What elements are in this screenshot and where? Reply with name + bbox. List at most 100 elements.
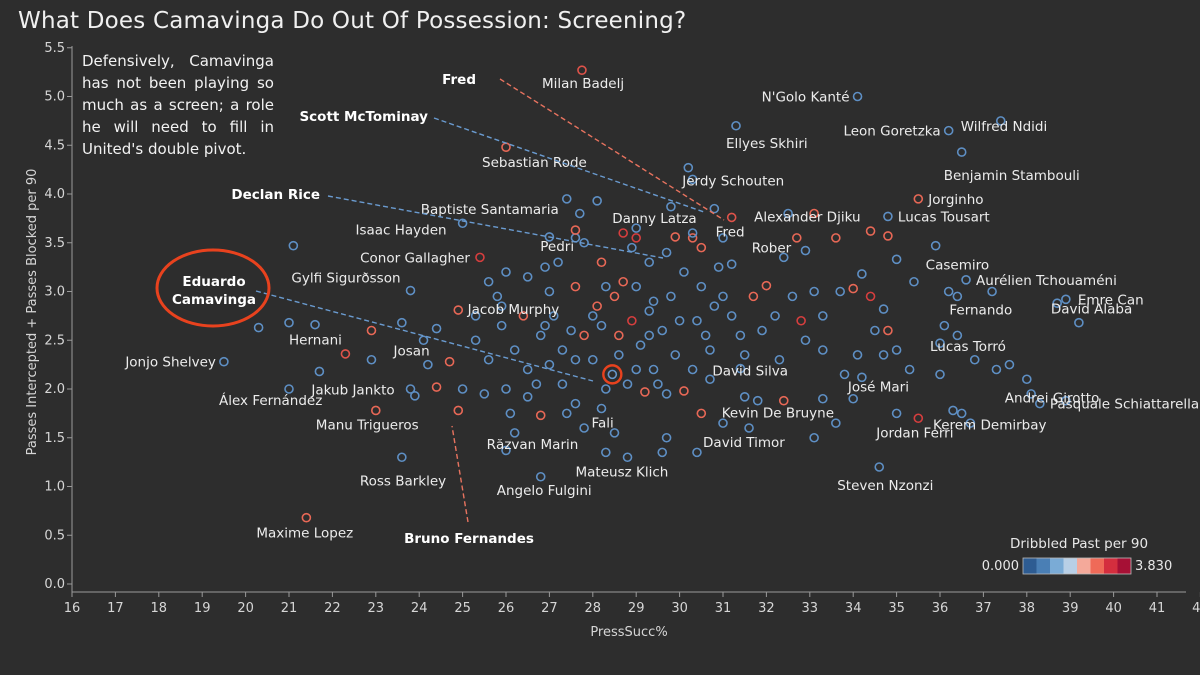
callout-leader xyxy=(327,195,664,259)
data-point xyxy=(778,395,789,406)
y-tick-label: 5.0 xyxy=(44,90,65,105)
data-point xyxy=(731,120,741,131)
data-point xyxy=(718,291,728,302)
x-tick-label: 31 xyxy=(715,601,732,616)
data-point xyxy=(718,233,728,243)
data-point xyxy=(544,286,555,297)
data-point xyxy=(644,257,655,268)
point-label: Jorginho xyxy=(927,192,983,208)
callout-label: Eduardo Camavinga xyxy=(172,274,256,308)
data-point xyxy=(800,335,811,346)
data-point xyxy=(935,338,945,348)
legend-frame xyxy=(1022,557,1132,575)
legend-swatch xyxy=(1036,558,1050,574)
data-point xyxy=(405,384,416,394)
data-point xyxy=(839,369,850,380)
callout-label-line: Camavinga xyxy=(172,292,256,308)
data-point xyxy=(726,259,737,270)
data-point xyxy=(579,330,589,341)
data-point xyxy=(483,354,494,365)
data-point xyxy=(991,364,1002,375)
point-label: Hernani xyxy=(289,333,342,349)
point-label: Rober xyxy=(752,240,792,256)
y-tick-label: 5.5 xyxy=(44,41,65,56)
point-label: Mateusz Klich xyxy=(576,464,669,480)
data-point xyxy=(783,208,793,219)
data-point xyxy=(596,257,607,268)
point-label: Conor Gallagher xyxy=(360,250,470,266)
callout-leader xyxy=(451,425,469,523)
data-point xyxy=(522,391,533,402)
data-point xyxy=(253,322,264,333)
data-point xyxy=(735,330,746,341)
x-tick-label: 29 xyxy=(628,601,645,616)
data-point xyxy=(661,247,672,258)
data-point xyxy=(1061,395,1071,406)
data-point xyxy=(657,325,668,336)
data-point xyxy=(939,320,950,331)
y-tick-label: 1.0 xyxy=(44,480,65,495)
data-point xyxy=(726,311,737,321)
data-point xyxy=(470,335,481,346)
data-point xyxy=(314,366,325,377)
data-point xyxy=(431,323,442,334)
data-point xyxy=(483,276,494,287)
data-point xyxy=(791,233,802,243)
point-label: Pedri xyxy=(540,239,574,255)
data-point xyxy=(509,428,520,438)
x-tick-label: 20 xyxy=(237,601,254,616)
callout-leader xyxy=(255,290,594,382)
point-label: Manu Trigueros xyxy=(316,417,419,433)
data-point xyxy=(644,330,655,341)
data-point xyxy=(1035,398,1045,409)
point-label: Andrei Girotto xyxy=(1005,390,1100,406)
x-tick-label: 40 xyxy=(1105,601,1122,616)
data-point xyxy=(522,364,533,375)
data-point xyxy=(692,315,702,326)
data-point xyxy=(857,372,867,383)
x-axis-label: PressSucc% xyxy=(590,625,667,640)
data-point xyxy=(952,291,963,302)
data-point xyxy=(995,116,1006,126)
data-point xyxy=(470,311,481,321)
x-tick-label: 30 xyxy=(671,601,688,616)
data-point xyxy=(535,471,546,482)
data-point xyxy=(848,283,859,294)
data-point xyxy=(284,384,294,394)
data-point xyxy=(574,208,585,219)
data-point xyxy=(874,462,885,472)
x-tick-label: 35 xyxy=(888,601,905,616)
data-point xyxy=(661,389,672,399)
data-point xyxy=(683,162,694,173)
point-label: Sebastian Rode xyxy=(482,155,587,171)
data-point xyxy=(796,315,806,326)
point-label: Emre Can xyxy=(1078,292,1144,308)
callout-label-line: Declan Rice xyxy=(231,187,320,203)
highlight-ring xyxy=(602,364,623,385)
data-point xyxy=(640,387,650,397)
data-point xyxy=(657,447,668,458)
data-point xyxy=(570,281,581,292)
data-point xyxy=(618,276,628,287)
data-point xyxy=(761,280,772,291)
data-point xyxy=(492,291,503,302)
x-tick-label: 23 xyxy=(368,601,385,616)
legend-max-label: 3.830 xyxy=(1135,559,1172,574)
y-axis-label: Passes Intercepted + Passes Blocked per … xyxy=(25,169,40,456)
data-point xyxy=(561,408,572,419)
x-tick-label: 21 xyxy=(281,601,298,616)
data-point xyxy=(1052,298,1062,309)
data-point xyxy=(961,274,971,285)
x-tick-label: 36 xyxy=(932,601,949,616)
data-point xyxy=(913,413,924,424)
point-label: Jordan Ferri xyxy=(875,425,953,441)
data-point xyxy=(891,408,902,419)
data-point xyxy=(501,267,511,277)
legend-swatch xyxy=(1117,558,1131,574)
point-label: Maxime Lopez xyxy=(256,526,353,542)
y-tick-label: 0.0 xyxy=(44,577,65,592)
color-legend: 0.000 3.830 xyxy=(982,557,1172,575)
data-point xyxy=(301,512,312,523)
data-point xyxy=(696,281,707,292)
legend-title: Dribbled Past per 90 xyxy=(1010,536,1149,552)
